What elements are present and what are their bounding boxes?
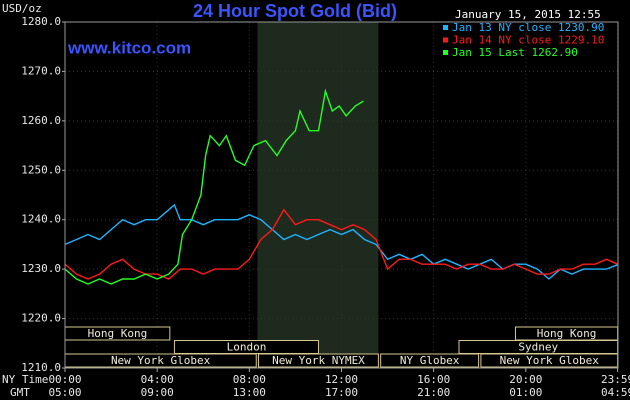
legend-swatch	[443, 50, 448, 55]
session-label: Sydney	[518, 341, 558, 354]
series-line	[64, 203, 618, 280]
site-url: www.kitco.com	[67, 38, 191, 57]
session-box	[380, 353, 480, 368]
legend-swatch	[443, 25, 448, 30]
y-tick-label: 1210.0	[21, 361, 61, 374]
y-tick-label: 1270.0	[21, 64, 61, 77]
x-tick-label: 04:00	[141, 373, 174, 386]
chart-title: 24 Hour Spot Gold (Bid)	[193, 1, 397, 21]
x-tick-label: 00:00	[48, 373, 81, 386]
legend-swatch	[443, 37, 448, 43]
series-line	[64, 208, 618, 280]
plot-frame	[64, 21, 619, 369]
gmt-tick-label: 05:00	[48, 386, 81, 399]
shaded-session	[257, 22, 379, 368]
session-label: Hong Kong	[537, 327, 597, 340]
session-box	[258, 353, 379, 368]
y-tick-label: 1250.0	[21, 163, 61, 176]
x-tick-label: 23:59	[601, 373, 630, 386]
x-tick-label: 12:00	[325, 373, 358, 386]
x-tick-label: 20:00	[509, 373, 542, 386]
gmt-tick-label: 09:00	[141, 386, 174, 399]
gmt-tick-label: 17:00	[325, 386, 358, 399]
legend-label: Jan 13 NY close 1230.90	[452, 21, 604, 34]
gmt-tick-label: 21:00	[417, 386, 450, 399]
y-tick-label: 1220.0	[21, 312, 61, 325]
x-tick-label: 16:00	[417, 373, 450, 386]
legend-label: Jan 15 Last 1262.90	[452, 46, 578, 59]
y-tick-label: 1240.0	[21, 213, 61, 226]
session-label: Hong Kong	[88, 327, 148, 340]
gmt-tick-label: 04:59	[601, 386, 630, 399]
session-label: New York NYMEX	[272, 354, 365, 367]
y-tick-label: 1230.0	[21, 262, 61, 275]
session-label: London	[227, 341, 267, 354]
series-line	[64, 88, 364, 285]
session-label: New York Globex	[111, 354, 211, 367]
x-row-label: NY Time	[2, 373, 48, 386]
legend-label: Jan 14 NY close 1229.10	[452, 34, 604, 47]
x-row-label: GMT	[10, 386, 30, 399]
gmt-tick-label: 01:00	[509, 386, 542, 399]
timestamp: January 15, 2015 12:55	[455, 8, 601, 21]
y-tick-label: 1260.0	[21, 114, 61, 127]
session-label: NY Globex	[400, 354, 460, 367]
gmt-tick-label: 13:00	[233, 386, 266, 399]
session-label: New York Globex	[500, 354, 600, 367]
unit-label: USD/oz	[2, 2, 42, 15]
x-tick-label: 08:00	[233, 373, 266, 386]
y-tick-label: 1280.0	[21, 15, 61, 28]
